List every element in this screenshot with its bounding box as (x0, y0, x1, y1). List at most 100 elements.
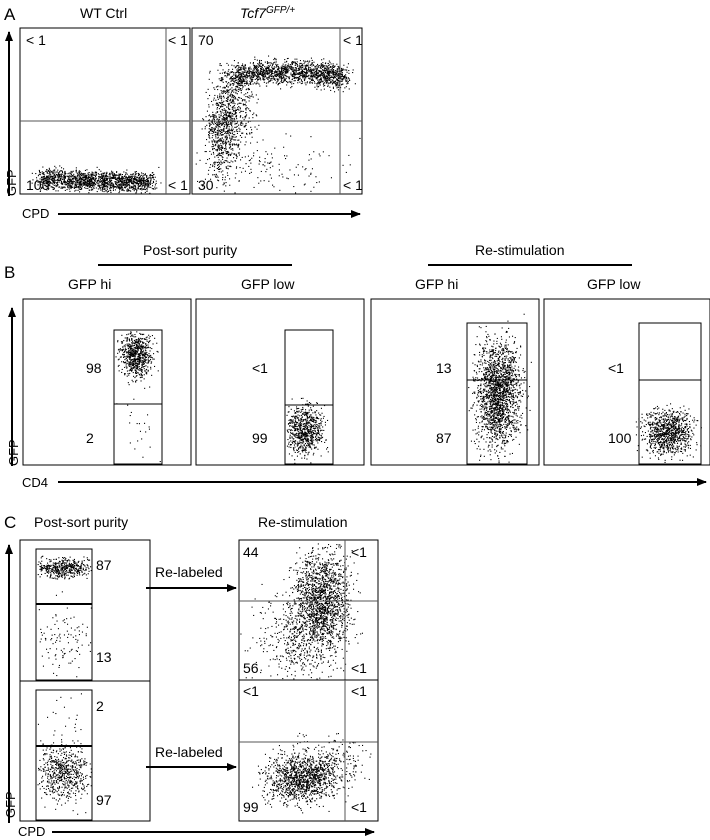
event-dot (214, 164, 216, 166)
event-dot (53, 170, 55, 172)
event-dot (132, 186, 134, 188)
event-dot (328, 155, 330, 157)
event-dot (139, 346, 141, 348)
event-dot (328, 64, 330, 66)
event-dot (87, 184, 89, 186)
event-dot (317, 76, 319, 78)
event-dot (135, 188, 137, 190)
event-dot (293, 74, 295, 76)
event-dot (137, 185, 139, 187)
event-dot (104, 184, 106, 186)
event-dot (236, 71, 238, 73)
event-dot (341, 68, 343, 70)
event-dot (291, 81, 293, 83)
event-dot (274, 147, 276, 149)
event-dot (117, 180, 119, 182)
event-dot (103, 173, 105, 175)
event-dot (274, 57, 276, 59)
event-dot (123, 180, 125, 182)
event-dot (334, 82, 336, 84)
event-dot (130, 366, 132, 368)
event-dot (297, 65, 299, 67)
event-dot (142, 350, 144, 352)
event-dot (253, 73, 255, 75)
event-dot (264, 75, 266, 77)
event-dot (225, 147, 227, 149)
event-dot (130, 173, 132, 175)
event-dot (241, 77, 243, 79)
event-dot (319, 82, 321, 84)
event-dot (129, 349, 131, 351)
event-dot (219, 121, 221, 123)
event-dot (242, 103, 244, 105)
event-dot (130, 181, 132, 183)
event-dot (68, 177, 70, 179)
event-dot (218, 119, 220, 121)
event-dot (142, 363, 144, 365)
event-dot (39, 174, 41, 176)
event-dot (99, 176, 101, 178)
event-dot (31, 182, 33, 184)
event-dot (215, 112, 217, 114)
event-dot (128, 183, 130, 185)
event-dot (264, 69, 266, 71)
event-dot (131, 342, 133, 344)
event-dot (235, 153, 237, 155)
event-dot (220, 171, 222, 173)
event-dot (81, 178, 83, 180)
event-dot (127, 188, 129, 190)
event-dot (208, 128, 210, 130)
event-dot (290, 432, 292, 434)
event-dot (127, 344, 129, 346)
event-dot (217, 146, 219, 148)
event-dot (330, 66, 332, 68)
event-dot (256, 76, 258, 78)
event-dot (258, 65, 260, 67)
event-dot (216, 149, 218, 151)
event-dot (142, 354, 144, 356)
event-dot (322, 74, 324, 76)
event-dot (227, 121, 229, 123)
event-dot (90, 184, 92, 186)
event-dot (119, 185, 121, 187)
event-dot (102, 174, 104, 176)
event-dot (272, 82, 274, 84)
event-dot (317, 75, 319, 77)
event-dot (315, 78, 317, 80)
event-dot (58, 173, 60, 175)
event-dot (136, 191, 138, 193)
event-dot (50, 175, 52, 177)
event-dot (229, 122, 231, 124)
event-dot (125, 349, 127, 351)
event-dot (230, 122, 232, 124)
event-dot (72, 175, 74, 177)
event-dot (48, 167, 50, 169)
event-dot (58, 176, 60, 178)
event-dot (234, 77, 236, 79)
event-dot (219, 138, 221, 140)
event-dot (212, 114, 214, 116)
event-dot (91, 182, 93, 184)
event-dot (238, 80, 240, 82)
event-dot (50, 174, 52, 176)
event-dot (235, 82, 237, 84)
event-dot (343, 76, 345, 78)
event-dot (218, 102, 220, 104)
event-dot (225, 122, 227, 124)
event-dot (135, 179, 137, 181)
event-dot (36, 177, 38, 179)
event-dot (69, 180, 71, 182)
event-dot (249, 80, 251, 82)
event-dot (52, 180, 54, 182)
event-dot (216, 132, 218, 134)
event-dot (285, 75, 287, 77)
event-dot (219, 72, 221, 74)
event-dot (49, 182, 51, 184)
event-dot (252, 74, 254, 76)
event-dot (237, 83, 239, 85)
event-dot (234, 192, 236, 194)
event-dot (119, 179, 121, 181)
event-dot (57, 185, 59, 187)
event-dot (141, 345, 143, 347)
